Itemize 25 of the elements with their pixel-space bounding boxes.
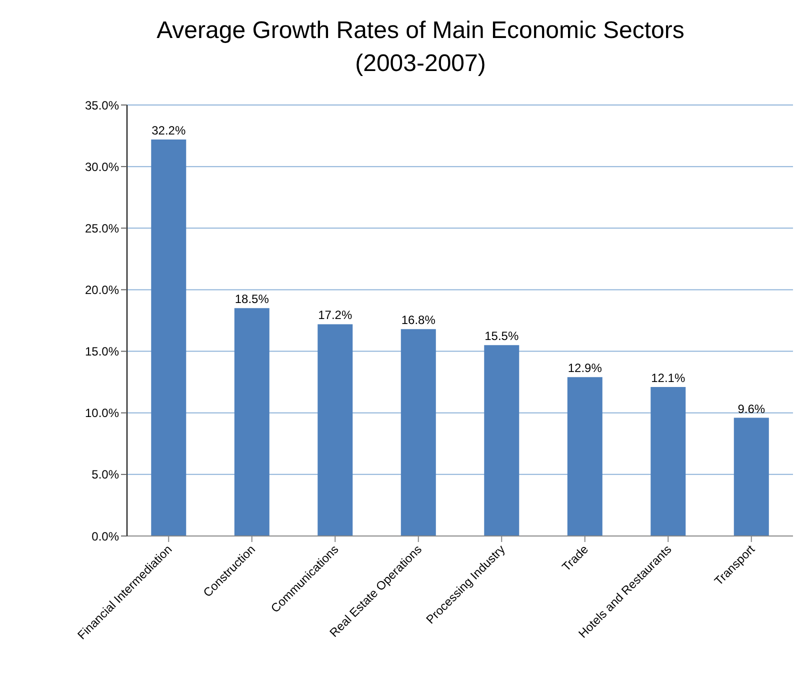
y-tick-label: 0.0% <box>92 529 120 544</box>
data-label: 18.5% <box>234 292 270 306</box>
y-tick-label: 10.0% <box>84 406 120 420</box>
data-label: 17.2% <box>318 308 352 322</box>
data-label: 15.5% <box>484 329 519 344</box>
data-label: 16.8% <box>401 313 436 328</box>
data-label: 12.1% <box>651 370 686 385</box>
y-tick-label: 25.0% <box>84 221 120 236</box>
y-tick-label: 35.0% <box>84 98 120 112</box>
y-tick-label: 15.0% <box>84 344 120 359</box>
bar <box>650 386 686 536</box>
bar <box>400 329 436 536</box>
data-label: 32.2% <box>152 123 186 138</box>
y-tick-label: 5.0% <box>92 468 120 482</box>
bar <box>567 377 602 536</box>
y-tick-label: 20.0% <box>84 282 120 297</box>
bar <box>484 345 520 536</box>
bar <box>734 418 769 536</box>
bar <box>318 324 353 536</box>
bar <box>151 139 186 536</box>
bar <box>234 308 270 536</box>
data-label: 12.9% <box>568 361 602 376</box>
chart-title: Average Growth Rates of Main Economic Sectors (2003-2007) <box>156 16 686 79</box>
data-label: 9.6% <box>738 402 766 416</box>
y-tick-label: 30.0% <box>84 160 120 174</box>
